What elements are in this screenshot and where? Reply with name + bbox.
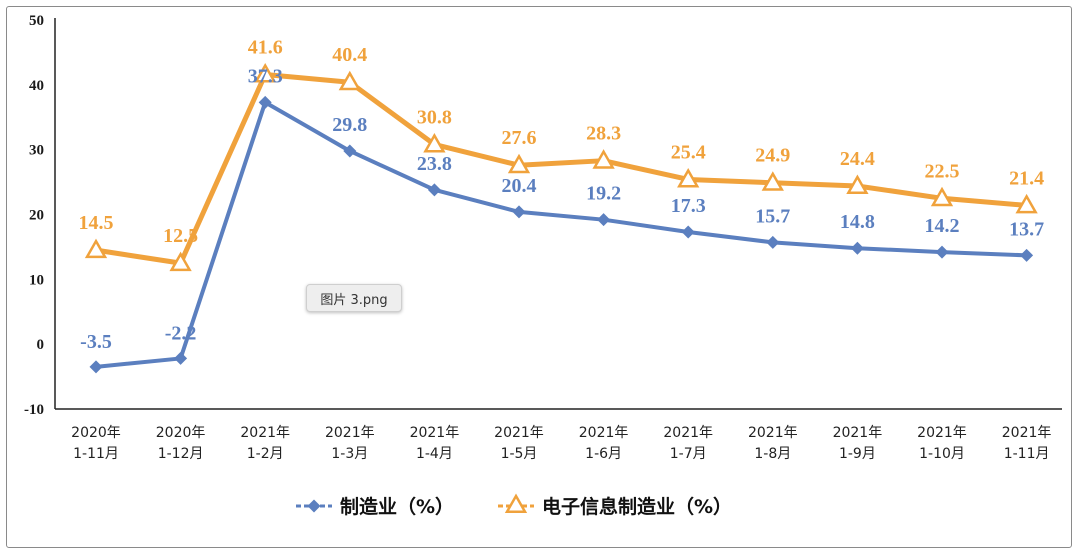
y-tick-label: 50 — [29, 13, 44, 29]
series-line-electronics — [93, 71, 1030, 266]
data-point-electronics — [507, 153, 531, 174]
data-label-manufacturing: 17.3 — [671, 195, 706, 217]
data-point-manufacturing — [766, 235, 780, 249]
data-label-electronics: 24.4 — [840, 148, 875, 170]
data-point-electronics — [1015, 193, 1038, 214]
data-label-electronics: 30.8 — [417, 106, 452, 128]
x-tick-label-year: 2021年 — [240, 425, 290, 441]
data-label-manufacturing: 15.7 — [755, 205, 790, 227]
data-label-electronics: 25.4 — [671, 141, 706, 163]
data-point-electronics — [338, 70, 361, 91]
x-tick-label-year: 2021年 — [748, 425, 798, 441]
data-point-electronics — [930, 186, 954, 207]
data-label-manufacturing: 13.7 — [1009, 218, 1044, 240]
data-label-electronics: 14.5 — [79, 212, 114, 234]
data-point-manufacturing — [343, 144, 357, 158]
data-point-electronics — [169, 251, 192, 272]
x-tick-label-period: 1-11月 — [73, 446, 119, 462]
y-tick-label: 40 — [29, 78, 44, 94]
data-label-electronics: 40.4 — [332, 44, 367, 66]
data-label-electronics: 27.6 — [502, 127, 537, 149]
data-point-manufacturing — [935, 245, 949, 259]
data-point-manufacturing — [512, 205, 526, 219]
y-tick-label: 0 — [37, 337, 45, 353]
legend-label-manufacturing: 制造业（%） — [340, 495, 454, 518]
x-tick-label-period: 1-10月 — [919, 446, 965, 462]
data-label-manufacturing: -2.2 — [165, 322, 197, 344]
data-point-electronics — [84, 238, 108, 259]
data-point-electronics — [846, 174, 869, 194]
x-tick-label-year: 2021年 — [410, 425, 460, 441]
data-point-manufacturing — [597, 213, 611, 227]
y-tick-label: -10 — [24, 402, 44, 418]
data-label-manufacturing: -3.5 — [80, 331, 112, 353]
x-tick-label-period: 1-3月 — [331, 446, 368, 462]
legend-label-electronics: 电子信息制造业（%） — [542, 495, 732, 518]
data-label-electronics: 21.4 — [1009, 167, 1044, 189]
data-point-electronics — [254, 62, 277, 83]
x-tick-label-year: 2021年 — [917, 425, 967, 441]
data-label-electronics: 12.5 — [163, 225, 198, 247]
data-point-manufacturing — [1020, 248, 1034, 262]
data-point-electronics — [677, 167, 700, 188]
data-label-electronics: 28.3 — [586, 123, 621, 145]
x-tick-label-year: 2021年 — [833, 425, 883, 441]
data-label-electronics: 22.5 — [925, 160, 960, 182]
series-line-manufacturing — [94, 100, 1029, 369]
data-label-manufacturing: 14.8 — [840, 211, 875, 233]
x-tick-label-year: 2020年 — [156, 425, 206, 441]
x-tick-label-period: 1-4月 — [416, 446, 453, 462]
x-tick-label-period: 1-5月 — [501, 446, 538, 462]
x-tick-label-period: 1-2月 — [247, 446, 284, 462]
data-point-electronics — [423, 132, 446, 153]
x-tick-label-year: 2021年 — [1002, 425, 1052, 441]
chart-frame — [6, 6, 1072, 548]
data-point-electronics — [761, 171, 784, 191]
legend-marker-manufacturing — [307, 499, 321, 513]
legend-marker-electronics — [504, 493, 528, 513]
x-tick-label-year: 2021年 — [494, 425, 544, 441]
data-point-manufacturing — [258, 95, 272, 109]
data-label-manufacturing: 23.8 — [417, 153, 452, 175]
data-label-manufacturing: 37.3 — [248, 65, 283, 87]
x-tick-label-period: 1-11月 — [1004, 446, 1050, 462]
data-point-manufacturing — [174, 351, 188, 365]
x-tick-label-period: 1-7月 — [670, 446, 707, 462]
data-point-manufacturing — [850, 241, 864, 255]
x-tick-label-period: 1-6月 — [585, 446, 622, 462]
data-point-manufacturing — [427, 183, 441, 197]
data-point-manufacturing — [89, 360, 103, 374]
data-label-manufacturing: 19.2 — [586, 183, 621, 205]
x-tick-label-period: 1-9月 — [839, 446, 876, 462]
data-label-manufacturing: 29.8 — [332, 114, 367, 136]
y-tick-label: 20 — [29, 208, 44, 224]
data-point-electronics — [592, 149, 615, 169]
data-label-manufacturing: 20.4 — [502, 175, 537, 197]
data-label-electronics: 41.6 — [248, 36, 283, 58]
filename-tooltip: 图片 3.png — [306, 284, 402, 312]
y-tick-label: 10 — [29, 272, 44, 288]
x-tick-label-year: 2020年 — [71, 425, 121, 441]
x-tick-label-period: 1-12月 — [158, 446, 204, 462]
data-label-manufacturing: 14.2 — [925, 215, 960, 237]
data-point-manufacturing — [681, 225, 695, 239]
x-tick-label-year: 2021年 — [325, 425, 375, 441]
x-tick-label-year: 2021年 — [663, 425, 713, 441]
data-label-electronics: 24.9 — [755, 145, 790, 167]
y-tick-label: 30 — [29, 143, 44, 159]
x-tick-label-period: 1-8月 — [754, 446, 791, 462]
x-tick-label-year: 2021年 — [579, 425, 629, 441]
